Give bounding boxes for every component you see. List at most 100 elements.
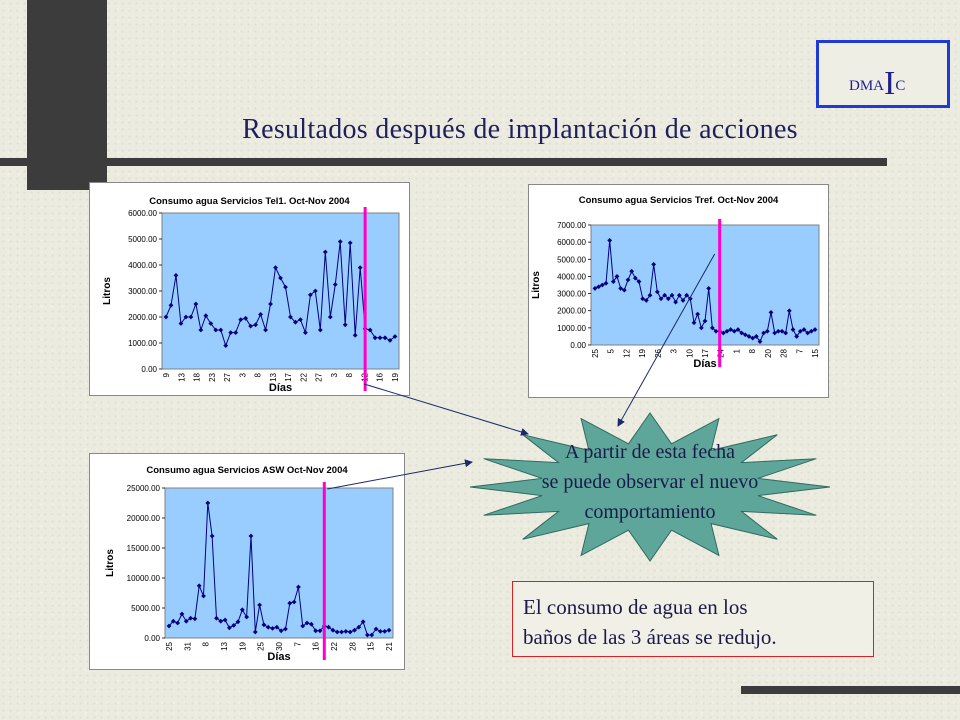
- conclusion-box: El consumo de agua en los baños de las 3…: [512, 581, 874, 657]
- x-tick-label: 10: [685, 348, 694, 357]
- x-tick-label: 8: [202, 641, 211, 646]
- data-point: [192, 616, 198, 622]
- data-point: [347, 629, 353, 635]
- data-point: [369, 632, 375, 638]
- data-point: [226, 625, 232, 631]
- data-point: [168, 302, 174, 308]
- x-tick-label: 27: [223, 372, 232, 381]
- chart-title: Consumo agua Servicios Tref. Oct-Nov 200…: [579, 195, 779, 206]
- x-tick-label: 8: [345, 372, 354, 377]
- x-tick-label: 22: [299, 372, 308, 381]
- callout-line: comportamiento: [584, 501, 716, 523]
- x-tick-label: 25: [165, 641, 174, 650]
- data-point: [231, 623, 237, 628]
- data-point: [270, 626, 275, 631]
- data-point: [357, 265, 363, 270]
- callout-starburst: [469, 412, 831, 562]
- dmaic-phase-badge: DMAIC: [816, 40, 950, 108]
- data-point: [775, 328, 781, 334]
- x-tick-label: 8: [748, 348, 757, 353]
- data-point: [772, 330, 778, 336]
- data-point: [352, 627, 357, 633]
- plot-area: [164, 487, 394, 639]
- x-axis-label: Días: [267, 651, 290, 663]
- conclusion-line: El consumo de agua en los: [523, 595, 748, 619]
- data-point: [739, 330, 745, 336]
- data-point: [797, 328, 803, 334]
- dmaic-suffix: C: [895, 78, 906, 94]
- data-point: [300, 623, 306, 629]
- data-point: [257, 602, 262, 608]
- data-point: [382, 629, 388, 634]
- data-point: [248, 323, 254, 329]
- data-point: [326, 624, 332, 630]
- y-tick-label: 3000.00: [557, 290, 586, 299]
- data-point: [392, 334, 398, 339]
- x-tick-label: 1: [732, 348, 741, 353]
- data-point: [750, 335, 756, 341]
- data-point: [287, 600, 293, 606]
- data-point: [360, 619, 366, 625]
- callout-text: A partir de esta fecha se puede observar…: [470, 437, 830, 527]
- plot-area: [590, 224, 820, 346]
- x-tick-label: 25: [591, 348, 600, 357]
- data-point: [203, 313, 209, 319]
- y-tick-label: 1000.00: [557, 324, 586, 333]
- y-tick-label: 5000.00: [131, 604, 160, 613]
- x-tick-label: 16: [376, 372, 385, 381]
- data-point: [779, 328, 785, 334]
- x-tick-label: 19: [391, 372, 400, 381]
- data-point: [786, 308, 792, 314]
- x-tick-label: 30: [275, 641, 284, 650]
- x-tick-label: 25: [257, 641, 266, 650]
- data-point: [201, 593, 206, 599]
- data-point: [801, 327, 807, 332]
- x-tick-label: 26: [654, 348, 663, 357]
- data-point: [731, 328, 737, 334]
- x-tick-label: 19: [638, 348, 647, 357]
- data-point: [223, 343, 229, 348]
- chart-title: Consumo agua Servicios ASW Oct-Nov 2004: [146, 465, 348, 476]
- series-line: [168, 502, 390, 636]
- data-point: [302, 330, 308, 335]
- data-point: [253, 322, 259, 328]
- data-point: [808, 328, 814, 334]
- x-tick-label: 28: [780, 348, 789, 357]
- data-point: [794, 334, 800, 339]
- data-point: [291, 599, 297, 605]
- data-point: [238, 317, 244, 322]
- x-tick-label: 20: [764, 348, 773, 357]
- data-point: [248, 533, 254, 539]
- data-point: [592, 286, 598, 291]
- x-tick-label: 5: [607, 348, 616, 353]
- x-tick-label: 7: [293, 641, 302, 646]
- data-point: [347, 240, 353, 246]
- data-point: [317, 327, 323, 333]
- data-point: [790, 327, 796, 332]
- data-point: [209, 533, 215, 539]
- y-tick-label: 2000.00: [128, 313, 157, 322]
- y-tick-label: 6000.00: [557, 238, 586, 247]
- data-point: [764, 328, 770, 334]
- data-point: [757, 339, 763, 344]
- callout-line: A partir de esta fecha: [565, 441, 735, 463]
- y-tick-label: 25000.00: [127, 484, 161, 493]
- y-tick-label: 6000.00: [128, 209, 157, 218]
- data-point: [599, 282, 605, 288]
- data-point: [273, 265, 278, 270]
- data-point: [720, 330, 726, 336]
- y-axis-label: Litros: [102, 277, 113, 305]
- data-point: [175, 620, 181, 626]
- data-point: [343, 629, 349, 634]
- data-point: [367, 327, 373, 333]
- x-tick-label: 9: [162, 372, 171, 377]
- data-point: [198, 327, 204, 333]
- data-point: [327, 314, 333, 320]
- y-tick-label: 7000.00: [557, 221, 586, 230]
- x-tick-label: 12: [622, 348, 631, 357]
- y-tick-label: 1000.00: [128, 339, 157, 348]
- x-axis-label: Días: [269, 382, 292, 394]
- data-point: [293, 319, 298, 325]
- chart-asw: Consumo agua Servicios ASW Oct-Nov 2004 0…: [89, 453, 405, 670]
- data-point: [288, 314, 293, 320]
